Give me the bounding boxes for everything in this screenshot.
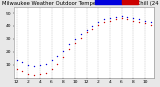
Point xyxy=(109,20,111,21)
Point xyxy=(149,21,152,23)
Point xyxy=(103,21,105,23)
Point xyxy=(97,24,100,25)
Point xyxy=(62,50,64,51)
Point xyxy=(79,33,82,34)
Point xyxy=(114,19,117,20)
Point xyxy=(109,17,111,19)
Point xyxy=(120,15,123,16)
Point xyxy=(21,62,24,63)
Point xyxy=(39,73,41,75)
Point xyxy=(56,63,59,64)
Point xyxy=(149,24,152,25)
Point xyxy=(62,56,64,58)
Point xyxy=(103,19,105,20)
Point xyxy=(120,17,123,19)
Point xyxy=(39,64,41,66)
Point xyxy=(114,16,117,18)
Point xyxy=(68,49,70,50)
Point xyxy=(91,28,94,29)
Point xyxy=(33,75,35,76)
Point xyxy=(56,55,59,57)
Text: Milwaukee Weather Outdoor Temperature vs Wind Chill (24 Hours): Milwaukee Weather Outdoor Temperature vs… xyxy=(2,1,160,6)
Point xyxy=(97,21,100,23)
Point xyxy=(126,19,129,20)
Point xyxy=(50,68,53,70)
Point xyxy=(33,66,35,67)
Point xyxy=(74,38,76,40)
Point xyxy=(144,23,146,24)
Point xyxy=(85,29,88,31)
Point xyxy=(27,73,29,75)
Point xyxy=(138,19,140,20)
Point xyxy=(68,43,70,45)
Point xyxy=(132,20,134,21)
Point xyxy=(74,42,76,44)
Point xyxy=(138,21,140,23)
Point xyxy=(79,37,82,38)
Point xyxy=(15,59,18,60)
Point xyxy=(91,25,94,27)
Point xyxy=(144,20,146,21)
Point xyxy=(15,68,18,70)
Point xyxy=(126,16,129,18)
Point xyxy=(50,59,53,60)
Point xyxy=(44,63,47,64)
Point xyxy=(27,64,29,66)
Point xyxy=(44,72,47,73)
Point xyxy=(21,71,24,72)
Point xyxy=(132,17,134,19)
Point xyxy=(85,32,88,33)
